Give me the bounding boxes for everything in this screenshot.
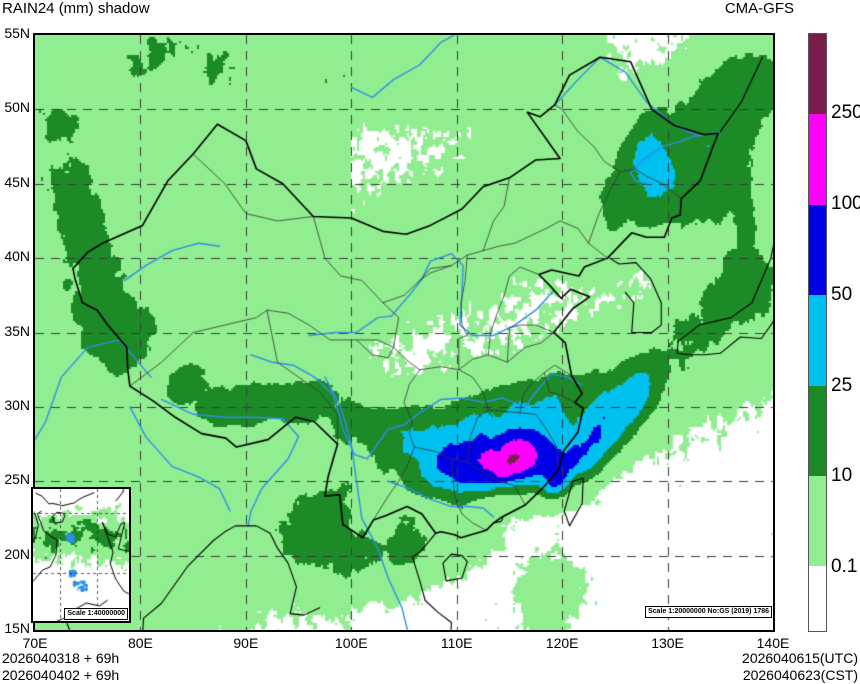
- footer-right-line1: 2026040615(UTC): [742, 650, 858, 666]
- model-label: CMA-GFS: [724, 0, 794, 17]
- lat-tick-50N: 50N: [4, 99, 30, 116]
- lon-tick-140E: 140E: [756, 635, 790, 651]
- page-title: RAIN24 (mm) shadow: [2, 0, 150, 17]
- map-scale-label: Scale 1:20000000 No:GS (2019) 1786: [645, 606, 773, 618]
- colorbar-tick-50: 50: [831, 283, 853, 305]
- lon-tick-70E: 70E: [22, 635, 48, 651]
- colorbar-tick-10: 10: [831, 465, 853, 487]
- footer-left-line2: 2026040402 + 69h: [2, 667, 120, 683]
- colorbar[interactable]: [808, 33, 827, 632]
- colorbar-band-250: [809, 34, 826, 114]
- lon-tick-130E: 130E: [651, 635, 684, 651]
- lon-tick-100E: 100E: [334, 635, 368, 651]
- lat-tick-40N: 40N: [4, 248, 30, 265]
- colorbar-band-below: [809, 566, 826, 631]
- lon-tick-120E: 120E: [545, 635, 579, 651]
- lat-tick-15N: 15N: [4, 620, 30, 636]
- colorbar-tick-100: 100: [831, 193, 860, 215]
- lat-tick-20N: 20N: [4, 545, 30, 562]
- colorbar-tick-0.1: 0.1: [831, 556, 858, 578]
- colorbar-band-100: [809, 113, 826, 205]
- lon-tick-110E: 110E: [440, 635, 473, 651]
- footer-right-line2: 2026040623(CST): [742, 667, 858, 683]
- footer-left-line1: 2026040318 + 69h: [2, 650, 120, 666]
- map-plot-area[interactable]: Scale 1:20000000 No:GS (2019) 1786: [33, 33, 775, 632]
- lon-tick-90E: 90E: [233, 635, 259, 651]
- colorbar-tick-25: 25: [831, 374, 853, 396]
- precipitation-map-canvas[interactable]: [35, 35, 773, 630]
- lat-tick-45N: 45N: [4, 173, 30, 190]
- colorbar-band-0.1: [809, 475, 826, 567]
- inset-scale-label: Scale 1:40000000: [64, 608, 128, 620]
- lat-tick-25N: 25N: [4, 471, 30, 488]
- lon-tick-80E: 80E: [127, 635, 153, 651]
- colorbar-band-25: [809, 294, 826, 386]
- colorbar-band-50: [809, 204, 826, 295]
- lat-tick-55N: 55N: [4, 25, 30, 41]
- inset-map-canvas: [33, 489, 129, 621]
- lat-tick-35N: 35N: [4, 322, 30, 339]
- colorbar-band-10: [809, 385, 826, 476]
- colorbar-tick-250: 250: [831, 102, 860, 124]
- south-china-sea-inset[interactable]: Scale 1:40000000: [31, 487, 131, 623]
- lat-tick-30N: 30N: [4, 396, 30, 413]
